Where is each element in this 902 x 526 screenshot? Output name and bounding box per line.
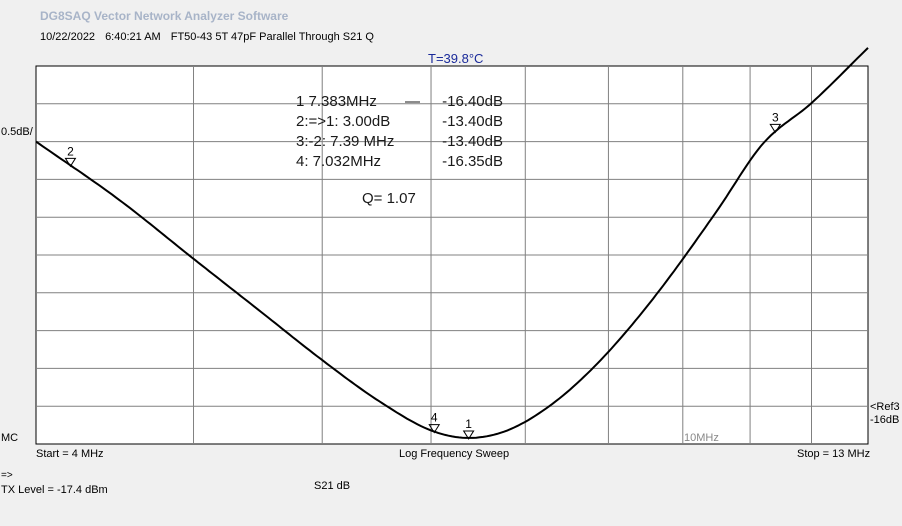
marker-label: 1 — [465, 417, 472, 431]
readout-label: 2:=>1: 3.00dB — [296, 113, 390, 130]
sweep-mode: Log Frequency Sweep — [399, 448, 510, 460]
reference-marker: <Ref3 — [870, 401, 900, 413]
reference-level: -16dB — [870, 414, 900, 426]
marker-triangle — [64, 157, 77, 168]
marker-triangle — [769, 123, 782, 134]
vertical-grid — [193, 66, 812, 444]
readout-value: -16.40dB — [442, 93, 503, 110]
readout-label: 4: 7.032MHz — [296, 153, 381, 170]
app-title: DG8SAQ Vector Network Analyzer Software — [40, 9, 289, 23]
measurement-description: FT50-43 5T 47pF Parallel Through S21 Q — [170, 31, 374, 43]
arrow-indicator: => — [1, 470, 13, 481]
measurement-info: 10/22/2022 6:40:21 AM FT50-43 5T 47pF Para… — [40, 31, 374, 43]
start-frequency: Start = 4 MHz — [36, 448, 104, 460]
reference-label: <Ref3 -16dB — [870, 401, 900, 427]
stop-frequency: Stop = 13 MHz — [797, 448, 871, 460]
scale-label: 0.5dB/ — [1, 126, 33, 138]
tx-level: TX Level = -17.4 dBm — [1, 484, 108, 496]
readout-label: 1 7.383MHz — [296, 93, 377, 110]
marker-triangle — [462, 430, 475, 440]
s21-trace — [35, 47, 869, 439]
marker-3: 3 — [769, 110, 782, 134]
q-value: Q= 1.07 — [362, 190, 416, 207]
temperature-readout: T=39.8°C — [428, 51, 484, 66]
readout-value: -13.40dB — [442, 133, 503, 150]
horizontal-grid — [36, 103, 868, 407]
readout-value: -13.40dB — [442, 113, 503, 130]
measurement-time: 6:40:21 AM — [105, 31, 161, 43]
marker-label: 2 — [67, 144, 74, 158]
marker-label: 3 — [772, 110, 779, 124]
marker-readout: 1 7.383MHz — -16.40dB 2:=>1: 3.00dB -13.40dB… — [296, 93, 503, 170]
marker-label: 4 — [431, 411, 438, 425]
trace-markers: 1 2 3 4 — [64, 110, 782, 440]
readout-dash: — — [405, 93, 420, 110]
readout-label: 3:-2: 7.39 MHz — [296, 133, 394, 150]
measurement-date: 10/22/2022 — [40, 31, 96, 43]
marker-2: 2 — [64, 144, 77, 168]
grid-10mhz-label: 10MHz — [684, 432, 719, 444]
marker-1: 1 — [462, 417, 475, 440]
marker-triangle — [428, 424, 441, 434]
mc-label: MC — [1, 432, 19, 444]
trace-label: S21 dB — [314, 480, 351, 492]
readout-value: -16.35dB — [442, 153, 503, 170]
marker-4: 4 — [428, 411, 441, 434]
